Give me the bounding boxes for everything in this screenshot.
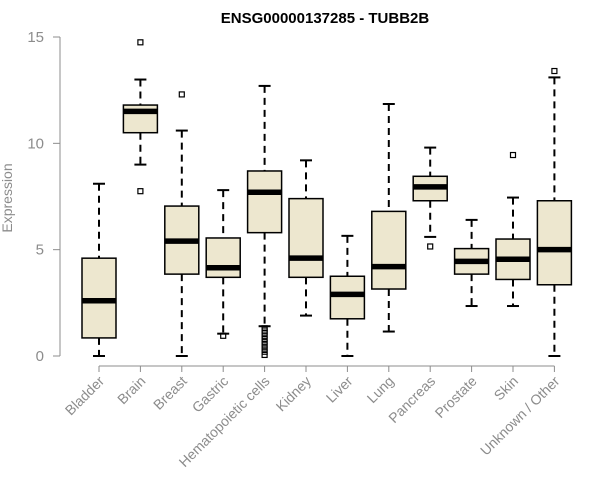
outlier-point: [261, 351, 268, 359]
outlier-point: [261, 348, 268, 355]
outlier-point: [551, 67, 558, 75]
box-group-hematopoietic-cells: [246, 84, 283, 359]
outlier-point: [261, 345, 268, 352]
x-tick-label: Kidney: [273, 373, 315, 415]
x-tick-label: Unknown / Other: [477, 373, 563, 459]
y-tick-label: 15: [27, 29, 44, 46]
box-group-brain: [122, 39, 159, 195]
box-group-liver: [329, 234, 366, 357]
x-tick-label: Liver: [323, 373, 356, 406]
outlier-point: [178, 91, 185, 98]
outlier-point: [261, 329, 268, 336]
iqr-box: [246, 170, 283, 234]
iqr-box: [536, 200, 573, 286]
outlier-point: [220, 332, 227, 339]
box-group-lung: [371, 102, 407, 333]
box-group-gastric: [205, 189, 241, 339]
y-axis-label: Expression: [0, 163, 15, 232]
iqr-box: [371, 210, 407, 290]
box-group-unknown-other: [536, 67, 573, 357]
iqr-box: [205, 237, 241, 279]
box-group-breast: [164, 91, 200, 357]
x-tick-label: Lung: [364, 373, 397, 406]
box-group-pancreas: [412, 146, 448, 250]
x-tick-label: Skin: [491, 373, 522, 404]
boxes: [81, 39, 573, 359]
iqr-box: [288, 197, 324, 279]
x-tick-label: Bladder: [62, 373, 108, 419]
iqr-box: [329, 275, 366, 320]
box-group-skin: [495, 151, 531, 308]
outlier-point: [261, 342, 268, 349]
chart-title: ENSG00000137285 - TUBB2B: [221, 10, 430, 27]
x-tick-label: Prostate: [432, 373, 480, 421]
outlier-point: [261, 339, 268, 346]
outlier-point: [261, 332, 268, 339]
box-group-prostate: [453, 218, 490, 308]
box-group-kidney: [288, 159, 324, 317]
outlier-point: [261, 335, 268, 343]
outlier-point: [137, 39, 144, 46]
y-tick-label: 0: [36, 348, 44, 365]
outlier-point: [427, 243, 434, 250]
box-group-bladder: [81, 182, 117, 357]
outlier-point: [137, 188, 144, 195]
x-tick-label: Brain: [114, 373, 148, 407]
x-tick-label: Breast: [150, 373, 190, 413]
y-tick-label: 5: [36, 242, 44, 259]
y-tick-label: 10: [27, 135, 44, 152]
outlier-point: [509, 151, 517, 159]
